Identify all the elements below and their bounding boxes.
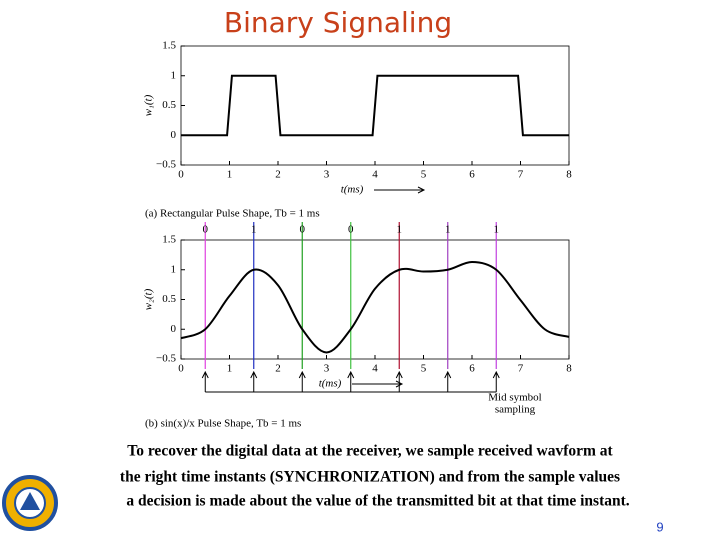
x-tick-label: 6 [469, 363, 475, 375]
y-tick-label: −0.5 [156, 353, 176, 365]
x-tick-label: 4 [372, 363, 378, 375]
x-tick-label: 8 [566, 169, 572, 181]
x-tick-label: 0 [178, 169, 184, 181]
y-tick-label: 1.5 [162, 234, 176, 246]
bit-label: 1 [445, 224, 451, 236]
sample-arrow [298, 370, 306, 392]
y-tick-label: 0.5 [162, 293, 176, 305]
body-line: the right time instants (SYNCHRONIZATION… [120, 469, 620, 486]
x-tick-label: 8 [566, 363, 572, 375]
signal-line [181, 74, 569, 137]
bit-label: 0 [203, 224, 209, 236]
y-tick-label: 1 [171, 69, 177, 81]
annotation: sampling [495, 404, 536, 416]
sample-arrow [201, 370, 209, 392]
x-tick-label: 6 [469, 169, 475, 181]
page-number: 9 [656, 519, 663, 534]
logo [2, 475, 58, 531]
signal-line [180, 261, 570, 354]
bit-label: 1 [494, 224, 500, 236]
x-axis-label: t(ms) [341, 184, 364, 196]
x-tick-label: 5 [421, 169, 427, 181]
y-axis-label: w₂(t) [143, 288, 155, 310]
plot-frame [180, 239, 570, 360]
slide-title: Binary Signaling [224, 6, 452, 39]
x-tick-label: 7 [518, 363, 524, 375]
x-tick-label: 5 [421, 363, 427, 375]
sample-arrow [250, 370, 258, 392]
x-tick-label: 7 [518, 169, 524, 181]
x-axis-arrow [374, 186, 426, 194]
x-axis-arrow [352, 380, 404, 388]
x-tick-label: 3 [324, 169, 330, 181]
y-tick-label: 1 [171, 263, 177, 275]
caption: (b) sin(x)/x Pulse Shape, Tb = 1 ms [145, 418, 301, 430]
sample-arrow [395, 370, 403, 392]
bit-label: 1 [251, 224, 257, 236]
bit-label: 0 [348, 224, 354, 236]
x-axis-label: t(ms) [319, 378, 342, 390]
y-tick-label: 0 [171, 129, 177, 141]
sample-arrow [347, 370, 355, 392]
y-tick-label: 0 [171, 323, 177, 335]
y-tick-label: 0.5 [162, 99, 176, 111]
bit-label: 1 [397, 224, 403, 236]
caption: (a) Rectangular Pulse Shape, Tb = 1 ms [145, 208, 320, 220]
y-tick-label: −0.5 [156, 159, 176, 171]
x-tick-label: 3 [324, 363, 330, 375]
x-tick-label: 2 [275, 169, 281, 181]
x-tick-label: 4 [372, 169, 378, 181]
body-line: a decision is made about the value of th… [126, 493, 629, 510]
x-tick-label: 1 [227, 363, 233, 375]
y-tick-label: 1.5 [162, 40, 176, 52]
sample-arrow [492, 370, 500, 392]
x-tick-label: 1 [227, 169, 233, 181]
x-tick-label: 0 [178, 363, 184, 375]
x-tick-label: 2 [275, 363, 281, 375]
bit-label: 0 [300, 224, 306, 236]
y-axis-label: w₁(t) [143, 94, 155, 116]
annotation: Mid symbol [488, 392, 541, 404]
sample-arrow [444, 370, 452, 392]
body-line: To recover the digital data at the recei… [127, 443, 613, 460]
